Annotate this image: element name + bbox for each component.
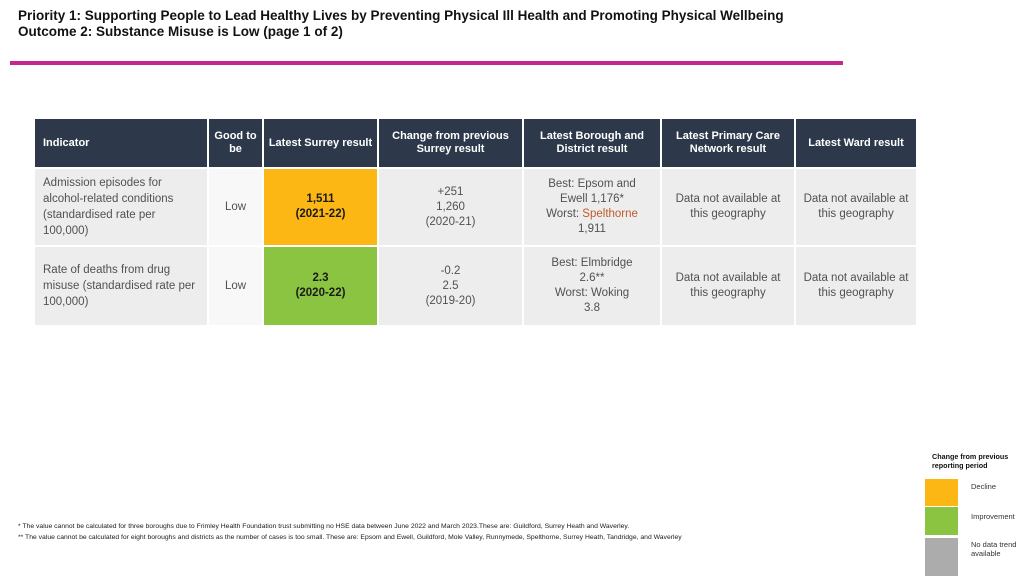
surrey-result-value: 2.3 (312, 272, 329, 284)
header-cell-indicator: Indicator (35, 119, 207, 167)
borough-worst-value: 1,911 (578, 223, 606, 235)
surrey-result-period: (2021-22) (295, 208, 346, 220)
table-row: Admission episodes for alcohol-related c… (35, 169, 916, 245)
borough-district-cell: Best: Epsom and Ewell 1,176* Worst: Spel… (524, 169, 660, 245)
slide-title-line1: Priority 1: Supporting People to Lead He… (18, 8, 784, 23)
legend-swatch-improvement (925, 507, 958, 535)
legend-swatch-decline (925, 479, 958, 506)
surrey-result-period: (2020-22) (295, 287, 346, 299)
table-header-row: Indicator Good to be Latest Surrey resul… (35, 119, 916, 167)
legend-label-decline: Decline (971, 482, 997, 491)
indicators-table: Indicator Good to be Latest Surrey resul… (33, 117, 918, 327)
change-previous-period: (2020-21) (425, 215, 476, 228)
borough-district-cell: Best: Elmbridge 2.6** Worst: Woking 3.8 (524, 247, 660, 325)
borough-worst-prefix: Worst: (546, 208, 583, 220)
good-to-be-cell: Low (209, 247, 262, 325)
change-previous-period: (2019-20) (425, 294, 476, 307)
ward-cell: Data not available at this geography (796, 169, 916, 245)
footnote-2: ** The value cannot be calculated for ei… (18, 534, 682, 541)
indicator-cell: Admission episodes for alcohol-related c… (35, 169, 207, 245)
accent-divider (10, 61, 843, 65)
good-to-be-cell: Low (209, 169, 262, 245)
legend-swatch-no-data (925, 538, 958, 576)
slide-title: Priority 1: Supporting People to Lead He… (18, 8, 1008, 40)
borough-worst-name: Spelthorne (582, 208, 638, 220)
legend-label-no-data: No data trend available (971, 540, 1017, 558)
surrey-result-cell: 1,511 (2021-22) (264, 169, 377, 245)
footnotes: * The value cannot be calculated for thr… (18, 521, 918, 543)
footnote-1: * The value cannot be calculated for thr… (18, 523, 630, 530)
borough-best: Best: Elmbridge (551, 257, 633, 269)
ward-cell: Data not available at this geography (796, 247, 916, 325)
borough-worst-value: 3.8 (584, 302, 600, 314)
borough-worst-prefix: Worst: (554, 287, 592, 299)
surrey-result-cell: 2.3 (2020-22) (264, 247, 377, 325)
pcn-cell: Data not available at this geography (662, 247, 794, 325)
borough-best-value: Ewell 1,176* (560, 193, 624, 205)
indicator-cell: Rate of deaths from drug misuse (standar… (35, 247, 207, 325)
change-delta: +251 (437, 185, 464, 198)
header-cell-good-to-be: Good to be (209, 119, 262, 167)
borough-worst-name: Woking (591, 287, 630, 299)
borough-worst: Worst: Spelthorne (530, 207, 654, 222)
table-row: Rate of deaths from drug misuse (standar… (35, 247, 916, 325)
surrey-result-value: 1,511 (306, 193, 335, 205)
change-previous-value: 2.5 (442, 279, 459, 292)
legend-title: Change from previous reporting period (932, 452, 1009, 470)
pcn-cell: Data not available at this geography (662, 169, 794, 245)
change-cell: -0.2 2.5 (2019-20) (379, 247, 522, 325)
change-cell: +251 1,260 (2020-21) (379, 169, 522, 245)
header-cell-latest-surrey: Latest Surrey result (264, 119, 377, 167)
borough-best-value: 2.6** (579, 272, 605, 284)
change-previous-value: 1,260 (436, 200, 465, 213)
change-delta: -0.2 (440, 264, 461, 277)
header-cell-change-previous: Change from previous Surrey result (379, 119, 522, 167)
trend-legend: Change from previous reporting period De… (924, 452, 1024, 576)
header-cell-pcn: Latest Primary Care Network result (662, 119, 794, 167)
header-cell-ward: Latest Ward result (796, 119, 916, 167)
slide-title-line2: Outcome 2: Substance Misuse is Low (page… (18, 24, 343, 39)
borough-best: Best: Epsom and (548, 178, 636, 190)
borough-worst: Worst: Woking (530, 286, 654, 301)
header-cell-borough-district: Latest Borough and District result (524, 119, 660, 167)
legend-label-improvement: Improvement (971, 512, 1015, 521)
